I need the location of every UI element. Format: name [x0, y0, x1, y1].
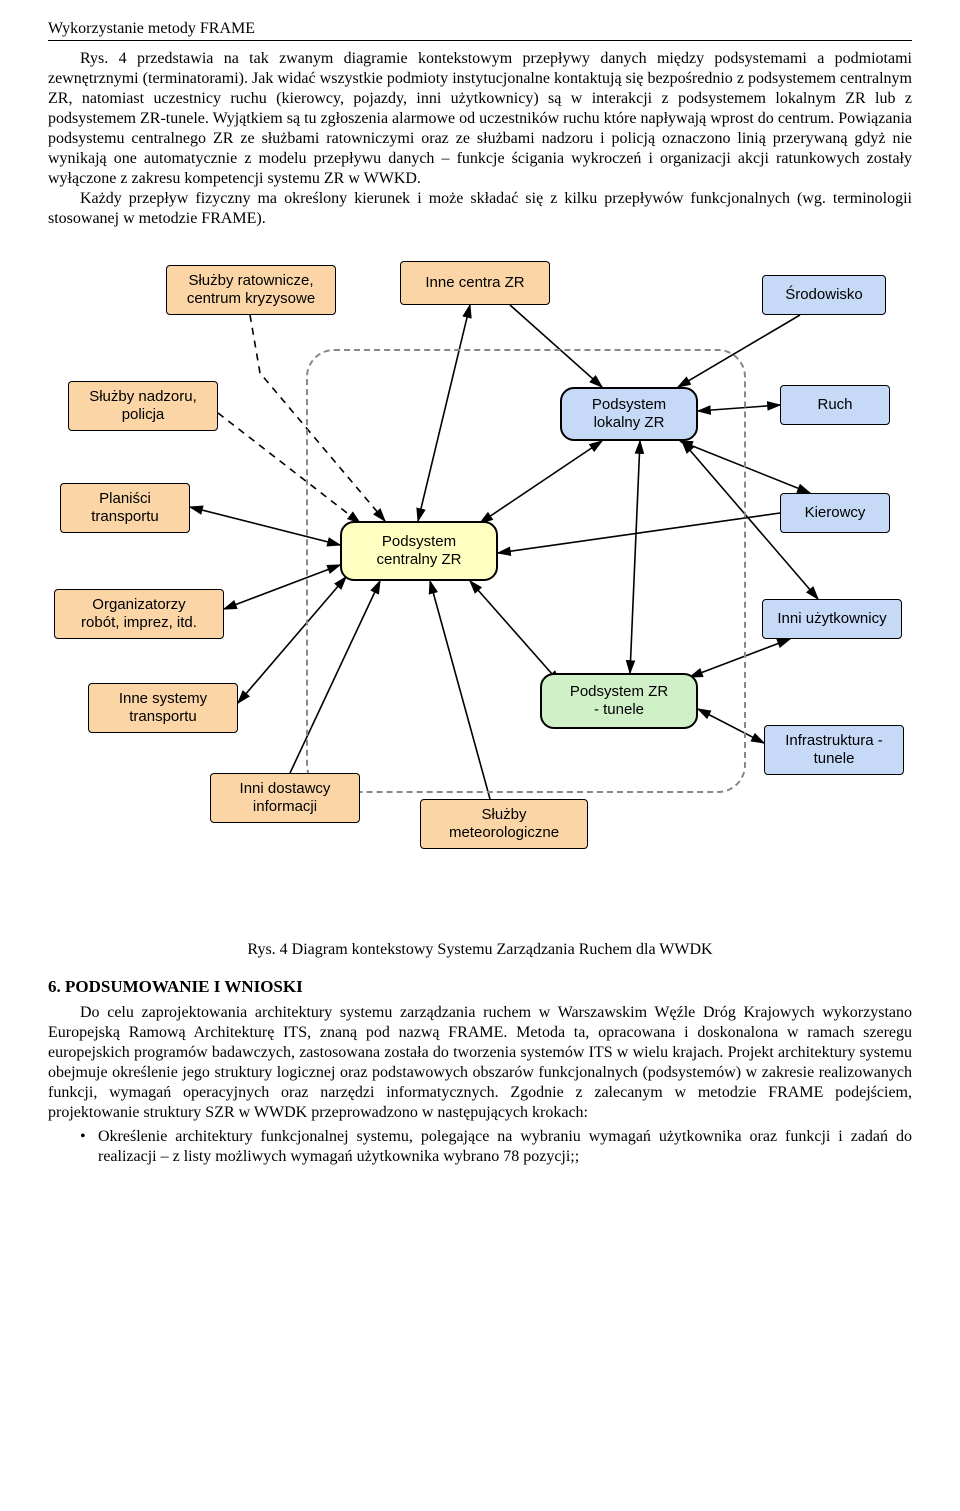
node-planisci: Planiścitransportu — [60, 483, 190, 533]
steps-list: Określenie architektury funkcjonalnej sy… — [48, 1127, 912, 1167]
figure-caption: Rys. 4 Diagram kontekstowy Systemu Zarzą… — [48, 941, 912, 959]
node-sluzby_met: Służbymeteorologiczne — [420, 799, 588, 849]
node-inne_centra: Inne centra ZR — [400, 261, 550, 305]
node-pod_tunele: Podsystem ZR- tunele — [540, 673, 698, 729]
header-rule — [48, 40, 912, 41]
paragraph-1: Rys. 4 przedstawia na tak zwanym diagram… — [48, 49, 912, 189]
node-kierowcy: Kierowcy — [780, 493, 890, 533]
node-organizator: Organizatorzyrobót, imprez, itd. — [54, 589, 224, 639]
node-ruch: Ruch — [780, 385, 890, 425]
context-diagram: Służby ratownicze,centrum kryzysowe Inne … — [50, 253, 910, 933]
node-pod_lokalny: Podsystemlokalny ZR — [560, 387, 698, 441]
running-header: Wykorzystanie metody FRAME — [48, 20, 912, 38]
section-heading: 6. PODSUMOWANIE I WNIOSKI — [48, 977, 912, 997]
node-srodowisko: Środowisko — [762, 275, 886, 315]
node-inne_sys: Inne systemytransportu — [88, 683, 238, 733]
paragraph-3: Do celu zaprojektowania architektury sys… — [48, 1003, 912, 1123]
node-sluzby_nadz: Służby nadzoru,policja — [68, 381, 218, 431]
node-pod_central: Podsystemcentralny ZR — [340, 521, 498, 581]
node-inni_uzyt: Inni użytkownicy — [762, 599, 902, 639]
list-item: Określenie architektury funkcjonalnej sy… — [80, 1127, 912, 1167]
node-sluzby_rat: Służby ratownicze,centrum kryzysowe — [166, 265, 336, 315]
paragraph-2: Każdy przepływ fizyczny ma określony kie… — [48, 189, 912, 229]
node-infra: Infrastruktura -tunele — [764, 725, 904, 775]
node-inni_dost: Inni dostawcyinformacji — [210, 773, 360, 823]
